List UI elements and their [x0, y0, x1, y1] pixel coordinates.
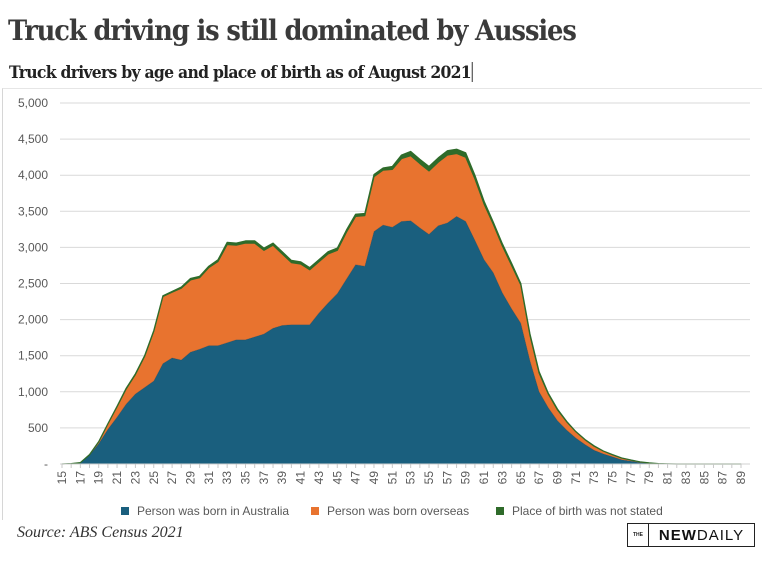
x-tick-label: 75: [606, 471, 620, 485]
x-tick-label: 21: [110, 471, 124, 485]
text-cursor: [471, 62, 473, 82]
x-tick-label: 39: [275, 471, 289, 485]
legend-swatch-not-stated: [496, 507, 504, 515]
y-tick-label: 3,000: [18, 240, 48, 254]
chart-subtitle: Truck drivers by age and place of birth …: [9, 62, 473, 83]
x-tick-label: 57: [440, 471, 454, 485]
x-tick-label: 77: [624, 471, 638, 485]
y-tick-label: 2,000: [18, 313, 48, 327]
chart-areas: [61, 148, 742, 465]
x-tick-label: 61: [477, 471, 491, 485]
x-tick-label: 49: [367, 471, 381, 485]
x-tick-label: 23: [128, 471, 142, 485]
legend-item-overseas: Person was born overseas: [311, 504, 469, 518]
x-axis: 15 17 19 21 23 25 27 29 31 33 35 37 39 41 43 45 47 49 51 53…: [55, 463, 750, 485]
x-tick-label: 25: [147, 471, 161, 485]
x-tick-label: 63: [495, 471, 509, 485]
legend-item-not-stated: Place of birth was not stated: [496, 504, 663, 518]
x-tick-label: 81: [661, 471, 675, 485]
x-tick-label: 83: [679, 471, 693, 485]
x-tick-label: 31: [202, 471, 216, 485]
x-tick-label: 87: [716, 471, 730, 485]
x-tick-label: 27: [165, 471, 179, 485]
legend: Person was born in Australia Person was …: [0, 504, 765, 520]
y-tick-label: 1,500: [18, 349, 48, 363]
legend-label-not-stated: Place of birth was not stated: [512, 504, 663, 518]
x-tick-label: 85: [697, 471, 711, 485]
x-tick-label: 47: [349, 471, 363, 485]
x-tick-label: 73: [587, 471, 601, 485]
x-tick-label: 55: [422, 471, 436, 485]
logo-wordmark: NEW DAILY: [649, 524, 754, 546]
y-tick-label: 5,000: [18, 96, 48, 110]
x-tick-label: 79: [642, 471, 656, 485]
subtitle-text: Truck drivers by age and place of birth …: [9, 63, 472, 83]
x-tick-label: 65: [514, 471, 528, 485]
logo-new: NEW: [658, 526, 697, 544]
y-tick-label: 4,000: [18, 168, 48, 182]
x-tick-label: 41: [294, 471, 308, 485]
x-tick-label: 29: [183, 471, 197, 485]
x-tick-label: 67: [532, 471, 546, 485]
source-note: Source: ABS Census 2021: [17, 524, 184, 541]
chart-frame: [2, 88, 762, 520]
legend-swatch-overseas: [311, 507, 319, 515]
area-chart: - 500 1,000 1,500 2,000 2,500 3,000 3,500 4,000 4…: [18, 96, 750, 485]
x-tick-label: 15: [55, 471, 69, 485]
logo-daily: DAILY: [696, 526, 745, 544]
y-tick-label: 1,000: [18, 385, 48, 399]
x-tick-label: 53: [404, 471, 418, 485]
y-tick-label: 3,500: [18, 204, 48, 218]
x-tick-label: 71: [569, 471, 583, 485]
x-tick-label: 37: [257, 471, 271, 485]
x-tick-label: 17: [73, 471, 87, 485]
legend-item-australia: Person was born in Australia: [121, 504, 289, 518]
x-tick-label: 89: [734, 471, 748, 485]
newdaily-logo: THE NEW DAILY: [627, 523, 755, 547]
y-tick-label: 4,500: [18, 132, 48, 146]
logo-the: THE: [628, 524, 649, 546]
legend-label-overseas: Person was born overseas: [327, 504, 470, 518]
x-tick-label: 43: [312, 471, 326, 485]
y-tick-label: 2,500: [18, 277, 48, 291]
legend-swatch-australia: [121, 507, 129, 515]
x-tick-label: 69: [550, 471, 564, 485]
y-tick-label: 500: [28, 421, 48, 435]
chart-title: Truck driving is still dominated by Auss…: [8, 14, 577, 47]
x-tick-label: 19: [92, 471, 106, 485]
x-tick-label: 45: [330, 471, 344, 485]
x-tick-label: 59: [459, 471, 473, 485]
legend-label-australia: Person was born in Australia: [137, 504, 290, 518]
x-tick-label: 51: [385, 471, 399, 485]
x-tick-label: 33: [220, 471, 234, 485]
y-axis-ticks: - 500 1,000 1,500 2,000 2,500 3,000 3,500 4,000 4…: [18, 96, 48, 471]
x-tick-label: 35: [239, 471, 253, 485]
y-tick-label: -: [44, 457, 48, 471]
